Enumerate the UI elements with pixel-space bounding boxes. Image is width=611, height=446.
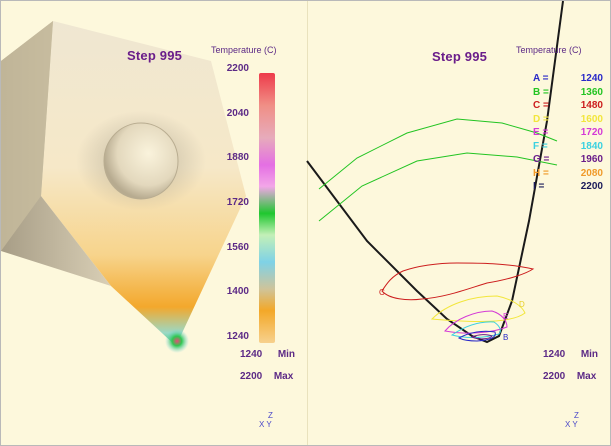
right-viewport[interactable]: C D E B Step 995 Temperature (C) A = 1240… bbox=[306, 0, 610, 445]
max-value: 2200 bbox=[240, 371, 263, 382]
insert-3d-render bbox=[1, 21, 246, 353]
scale-tick: 2040 bbox=[226, 108, 249, 119]
legend-key: D = bbox=[533, 113, 549, 125]
contour-label-b: B bbox=[503, 333, 508, 342]
legend-value: 1600 bbox=[580, 113, 603, 125]
axis-xy-label: X Y bbox=[259, 420, 272, 429]
step-label-right: Step 995 bbox=[432, 49, 488, 64]
contour-b bbox=[318, 152, 558, 222]
contour-label-e: E bbox=[503, 312, 508, 321]
insert-hole bbox=[103, 122, 179, 200]
axes-triad-right: Z X Y bbox=[565, 411, 579, 429]
scale-tick: 1560 bbox=[226, 242, 249, 253]
min-readout-right: 1240 Min bbox=[543, 349, 598, 360]
panel-divider bbox=[307, 1, 308, 445]
max-readout-right: 2200 Max bbox=[543, 371, 596, 382]
contour-a bbox=[457, 330, 496, 342]
left-viewport[interactable]: Step 995 Temperature (C) 2200 2040 1880 … bbox=[1, 1, 307, 445]
legend-key: B = bbox=[533, 86, 549, 98]
temperature-label-right: Temperature (C) bbox=[516, 45, 582, 55]
min-value: 1240 bbox=[240, 349, 263, 360]
scale-tick: 1720 bbox=[226, 197, 249, 208]
max-readout-left: 2200 Max bbox=[240, 371, 293, 382]
temperature-label-left: Temperature (C) bbox=[211, 45, 277, 55]
min-readout-left: 1240 Min bbox=[240, 349, 295, 360]
max-label: Max bbox=[576, 371, 597, 382]
axis-xy-label: X Y bbox=[565, 420, 578, 429]
legend-value: 2080 bbox=[580, 167, 603, 179]
legend-key: A = bbox=[533, 73, 549, 84]
scale-tick: 1400 bbox=[226, 286, 249, 297]
min-value: 1240 bbox=[543, 349, 566, 360]
contour-f bbox=[450, 321, 501, 338]
legend-value: 1240 bbox=[580, 73, 603, 84]
contour-legend: A = 1240 B = 1360 C = 1480 D = 1600 E = 1720 … bbox=[533, 72, 608, 192]
legend-key: H = bbox=[533, 167, 549, 179]
min-label: Min bbox=[580, 349, 599, 360]
max-label: Max bbox=[273, 371, 294, 382]
scale-tick: 1880 bbox=[226, 152, 249, 163]
hot-tip bbox=[165, 329, 189, 353]
legend-value: 1840 bbox=[580, 140, 603, 152]
scale-tick: 1240 bbox=[226, 331, 249, 342]
contour-d bbox=[430, 295, 526, 322]
legend-key: G = bbox=[533, 154, 550, 165]
contour-c bbox=[381, 262, 535, 301]
contour-e bbox=[444, 310, 508, 334]
tool-profile bbox=[306, 0, 564, 344]
contour-g bbox=[470, 334, 493, 340]
contour-plot: C D E B bbox=[306, 0, 564, 344]
legend-value: 1720 bbox=[580, 127, 603, 138]
legend-key: I = bbox=[533, 181, 545, 192]
legend-value: 1960 bbox=[580, 154, 603, 165]
legend-key: E = bbox=[533, 127, 549, 138]
contour-label-c: C bbox=[379, 288, 385, 297]
temperature-colorbar bbox=[259, 73, 275, 343]
contour-label-d: D bbox=[519, 300, 525, 309]
legend-key: F = bbox=[533, 140, 548, 152]
axis-z-label: Z bbox=[268, 411, 273, 420]
axes-triad-left: Z X Y bbox=[259, 411, 273, 429]
contour-b bbox=[318, 118, 558, 190]
legend-key: C = bbox=[533, 100, 549, 111]
min-label: Min bbox=[277, 349, 296, 360]
max-value: 2200 bbox=[543, 371, 566, 382]
axis-z-label: Z bbox=[574, 411, 579, 420]
legend-value: 1360 bbox=[580, 86, 603, 98]
step-label-left: Step 995 bbox=[127, 48, 183, 63]
legend-value: 1480 bbox=[580, 100, 603, 111]
legend-value: 2200 bbox=[580, 181, 603, 192]
scale-tick: 2200 bbox=[226, 63, 249, 74]
